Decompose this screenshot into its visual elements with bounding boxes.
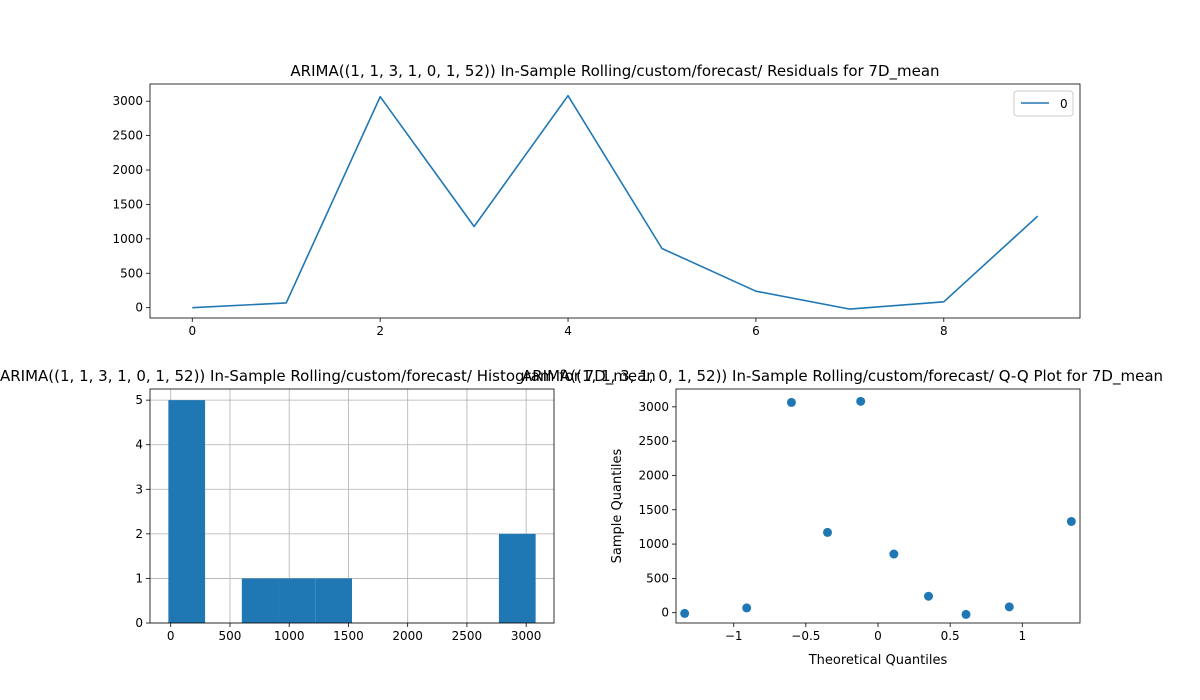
histogram-y-tick-label: 3 (135, 482, 143, 496)
histogram-x-tick-label: 2000 (392, 629, 423, 643)
qq-x-tick-label: −0.5 (791, 629, 820, 643)
histogram-y-tick-label: 0 (135, 616, 143, 630)
histogram-plot-frame (149, 388, 555, 624)
residuals-x-tick-label: 6 (752, 324, 760, 338)
histogram-x-tick-label: 1500 (333, 629, 364, 643)
histogram-bar (168, 400, 206, 623)
residuals-x-tick-label: 4 (564, 324, 572, 338)
residuals-x-tick-label: 8 (940, 324, 948, 338)
histogram-y-tick-label: 2 (135, 527, 143, 541)
qq-y-tick-label: 2500 (638, 434, 669, 448)
histogram-bar (315, 578, 352, 623)
residuals-y-tick-label: 1500 (112, 197, 143, 211)
qq-point (856, 396, 866, 406)
qq-chart-title: ARIMA((1, 1, 3, 1, 0, 1, 52)) In-Sample … (522, 367, 1163, 386)
qq-x-tick-label: −1 (725, 629, 743, 643)
residuals-legend: 0 (1013, 90, 1074, 117)
qq-point (961, 609, 971, 619)
qq-plot-frame (675, 388, 1081, 624)
qq-x-tick-label: 0.5 (941, 629, 960, 643)
residuals-y-tick-label: 2500 (112, 129, 143, 143)
qq-x-axis-label: Theoretical Quantiles (808, 653, 948, 668)
residuals-plot-frame (149, 83, 1081, 319)
residuals-y-tick-label: 0 (135, 301, 143, 315)
residuals-y-tick-label: 1000 (112, 232, 143, 246)
histogram-chart: ARIMA((1, 1, 3, 1, 0, 1, 52)) In-Sample … (0, 367, 656, 643)
qq-point (742, 603, 752, 613)
qq-point (889, 549, 899, 559)
residuals-x-tick-label: 2 (376, 324, 384, 338)
qq-y-ticks: 0 500 1000 1500 2000 2500 3000 (638, 400, 676, 620)
histogram-bar (241, 578, 279, 623)
qq-point (1004, 602, 1014, 612)
qq-points (680, 396, 1076, 619)
qq-y-tick-label: 3000 (638, 400, 669, 414)
qq-x-tick-label: 1 (1018, 629, 1026, 643)
qq-y-tick-label: 500 (646, 571, 669, 585)
histogram-x-tick-label: 3000 (511, 629, 542, 643)
residuals-series-line (192, 94, 1039, 310)
histogram-x-tick-label: 2500 (452, 629, 483, 643)
qq-point (924, 591, 933, 601)
histogram-y-ticks: 0 1 2 3 4 5 (135, 393, 150, 630)
histogram-y-tick-label: 5 (135, 393, 143, 407)
histogram-y-tick-label: 1 (135, 571, 143, 585)
residuals-y-ticks: 0 500 1000 1500 2000 2500 3000 (112, 94, 150, 315)
residuals-line-chart: ARIMA((1, 1, 3, 1, 0, 1, 52)) In-Sample … (112, 62, 1081, 338)
residuals-chart-title: ARIMA((1, 1, 3, 1, 0, 1, 52)) In-Sample … (290, 62, 939, 81)
qq-x-tick-label: 0 (874, 629, 882, 643)
qq-point (786, 397, 796, 407)
histogram-x-tick-label: 1000 (274, 629, 305, 643)
histogram-chart-title: ARIMA((1, 1, 3, 1, 0, 1, 52)) In-Sample … (0, 367, 656, 386)
residuals-y-tick-label: 3000 (112, 94, 143, 108)
residuals-x-ticks: 0 2 4 6 8 (188, 318, 948, 338)
qq-point (823, 527, 832, 537)
qq-point (680, 608, 690, 618)
qq-y-tick-label: 0 (661, 606, 669, 620)
qq-y-tick-label: 2000 (638, 468, 669, 482)
residuals-y-tick-label: 2000 (112, 163, 143, 177)
histogram-x-ticks: 0 500 1000 1500 2000 2500 3000 (167, 623, 542, 643)
qq-plot-chart: −1 −0.5 0 0.5 1 0 500 1000 1500 2000 2500 3000 The… (522, 367, 1163, 668)
histogram-bars (168, 400, 536, 623)
residuals-x-tick-label: 0 (188, 324, 196, 338)
histogram-x-tick-label: 0 (167, 629, 175, 643)
qq-x-ticks: −1 −0.5 0 0.5 1 (725, 623, 1026, 643)
qq-point (1066, 516, 1076, 526)
qq-y-tick-label: 1500 (638, 503, 669, 517)
histogram-y-tick-label: 4 (135, 438, 143, 452)
histogram-bar (278, 578, 316, 623)
legend-entry-label: 0 (1060, 97, 1068, 111)
qq-y-axis-label: Sample Quantiles (610, 448, 625, 563)
histogram-bar (498, 533, 536, 623)
residuals-y-tick-label: 500 (120, 266, 143, 280)
histogram-x-tick-label: 500 (219, 629, 242, 643)
qq-y-tick-label: 1000 (638, 537, 669, 551)
